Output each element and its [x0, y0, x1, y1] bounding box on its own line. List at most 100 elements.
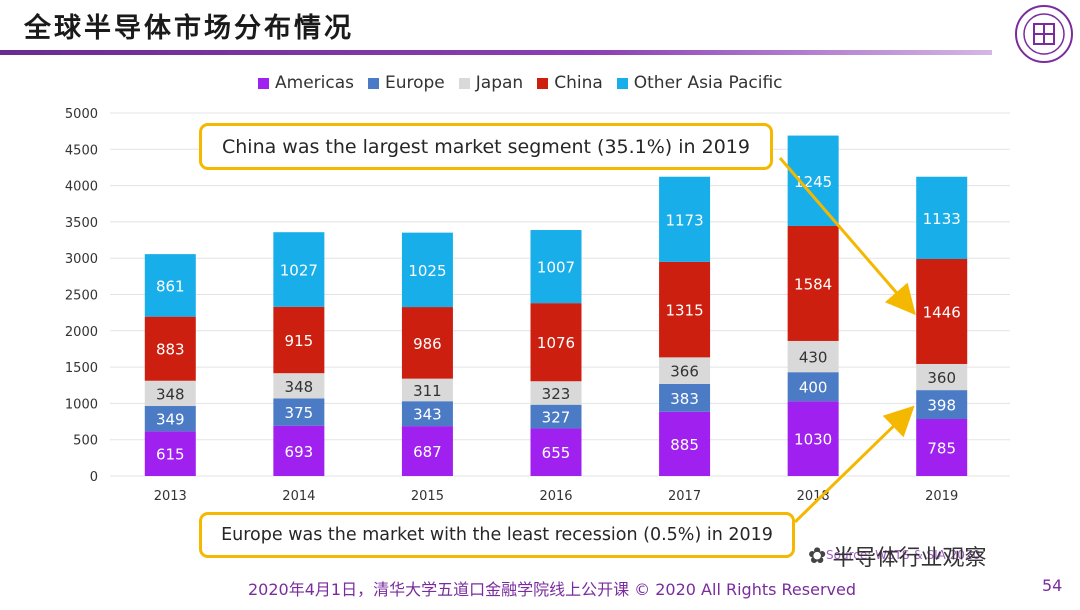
- y-tick-label: 5000: [65, 107, 98, 122]
- callout-china: China was the largest market segment (35…: [199, 123, 773, 170]
- page-number: 54: [1042, 576, 1063, 595]
- data-label: 885: [670, 436, 699, 454]
- data-label: 1173: [665, 211, 703, 229]
- bar-segment-china: [787, 225, 839, 341]
- data-label: 360: [927, 369, 956, 387]
- legend-item-china: China: [537, 73, 603, 93]
- watermark: ✿ 半导体行业观察: [808, 540, 986, 572]
- bar-segment-europe: [530, 404, 582, 429]
- bar-segment-americas: [659, 411, 711, 476]
- data-label: 430: [799, 349, 828, 367]
- bar-segment-other-asia-pacific: [787, 135, 839, 226]
- bar-segment-other-asia-pacific: [916, 176, 968, 259]
- bar-segment-japan: [144, 380, 196, 407]
- bar-segment-china: [916, 258, 968, 364]
- callout-europe: Europe was the market with the least rec…: [199, 512, 795, 558]
- data-label: 398: [927, 397, 956, 415]
- data-label: 1076: [537, 334, 575, 352]
- data-label: 687: [413, 443, 442, 461]
- x-tick-label: 2019: [925, 489, 958, 504]
- bar-segment-other-asia-pacific: [273, 232, 325, 307]
- x-tick-label: 2014: [282, 489, 315, 504]
- data-label: 327: [542, 409, 571, 427]
- data-label: 323: [542, 385, 571, 403]
- bar-segment-japan: [273, 373, 325, 399]
- y-tick-label: 3500: [65, 216, 98, 231]
- bar-segment-other-asia-pacific: [144, 254, 196, 317]
- y-tick-label: 500: [73, 434, 98, 449]
- university-seal-icon: [1015, 5, 1073, 63]
- data-label: 883: [156, 341, 185, 359]
- bar-segment-europe: [273, 398, 325, 426]
- wechat-icon: ✿: [808, 543, 827, 569]
- bar-segment-americas: [530, 428, 582, 476]
- data-label: 1133: [923, 210, 961, 228]
- legend-item-americas: Americas: [258, 73, 354, 93]
- data-label: 615: [156, 446, 185, 464]
- data-label: 375: [285, 404, 314, 422]
- data-label: 785: [927, 440, 956, 458]
- data-label: 343: [413, 406, 442, 424]
- legend-swatch-europe: [367, 77, 379, 89]
- data-label: 311: [413, 382, 442, 400]
- arrow-to-europe-2019: [793, 405, 915, 524]
- legend-label-europe: Europe: [384, 73, 445, 93]
- data-label: 1030: [794, 431, 832, 449]
- legend-label-china: China: [554, 73, 603, 93]
- x-tick-label: 2016: [539, 489, 572, 504]
- legend-item-japan: Japan: [458, 73, 523, 93]
- watermark-text: 半导体行业观察: [832, 546, 987, 571]
- x-tick-label: 2015: [411, 489, 444, 504]
- data-label: 1027: [280, 261, 318, 279]
- bar-segment-americas: [144, 431, 196, 476]
- bar-segment-americas: [787, 401, 839, 476]
- data-label: 1446: [923, 303, 961, 321]
- data-label: 349: [156, 411, 185, 429]
- y-tick-label: 4500: [65, 143, 98, 158]
- bar-segment-japan: [787, 340, 839, 373]
- bar-segment-other-asia-pacific: [530, 230, 582, 304]
- bar-segment-japan: [916, 363, 968, 391]
- legend-item-other-asia-pacific: Other Asia Pacific: [616, 73, 783, 93]
- legend-item-europe: Europe: [367, 73, 445, 93]
- y-tick-label: 2000: [65, 325, 98, 340]
- legend-swatch-china: [537, 77, 549, 89]
- bar-segment-other-asia-pacific: [659, 176, 711, 262]
- y-tick-label: 1000: [65, 397, 98, 412]
- source-note: Source: WSTS & SIA 2020: [826, 548, 981, 562]
- arrow-to-china-2019: [778, 157, 916, 316]
- data-label: 1315: [665, 302, 703, 320]
- slide-footer: 2020年4月1日，清华大学五道口金融学院线上公开课 © 2020 All Ri…: [248, 580, 857, 599]
- y-tick-label: 1500: [65, 361, 98, 376]
- data-label: 861: [156, 277, 185, 295]
- bar-segment-europe: [787, 372, 839, 402]
- bar-segment-china: [530, 303, 582, 382]
- bar-segment-china: [401, 307, 453, 379]
- bar-segment-japan: [659, 357, 711, 384]
- bar-segment-china: [144, 316, 196, 381]
- data-label: 383: [670, 390, 699, 408]
- data-label: 1025: [408, 262, 446, 280]
- legend-label-americas: Americas: [275, 73, 354, 93]
- bar-segment-americas: [916, 419, 968, 476]
- data-label: 693: [285, 443, 314, 461]
- bar-segment-europe: [401, 401, 453, 427]
- legend-swatch-japan: [458, 77, 470, 89]
- bar-segment-japan: [530, 381, 582, 405]
- bar-segment-europe: [144, 406, 196, 432]
- bar-segment-americas: [401, 426, 453, 476]
- x-tick-label: 2013: [154, 489, 187, 504]
- bar-segment-japan: [401, 378, 453, 402]
- legend-label-other-asia-pacific: Other Asia Pacific: [633, 73, 783, 93]
- data-label: 348: [156, 385, 185, 403]
- y-tick-label: 3000: [65, 252, 98, 267]
- x-tick-label: 2017: [668, 489, 701, 504]
- data-label: 915: [285, 332, 314, 350]
- bar-segment-europe: [659, 383, 711, 412]
- bar-segment-americas: [273, 425, 325, 476]
- x-tick-label: 2018: [797, 489, 830, 504]
- data-label: 1007: [537, 259, 575, 277]
- y-tick-label: 4000: [65, 180, 98, 195]
- data-label: 986: [413, 335, 442, 353]
- data-label: 366: [670, 363, 699, 381]
